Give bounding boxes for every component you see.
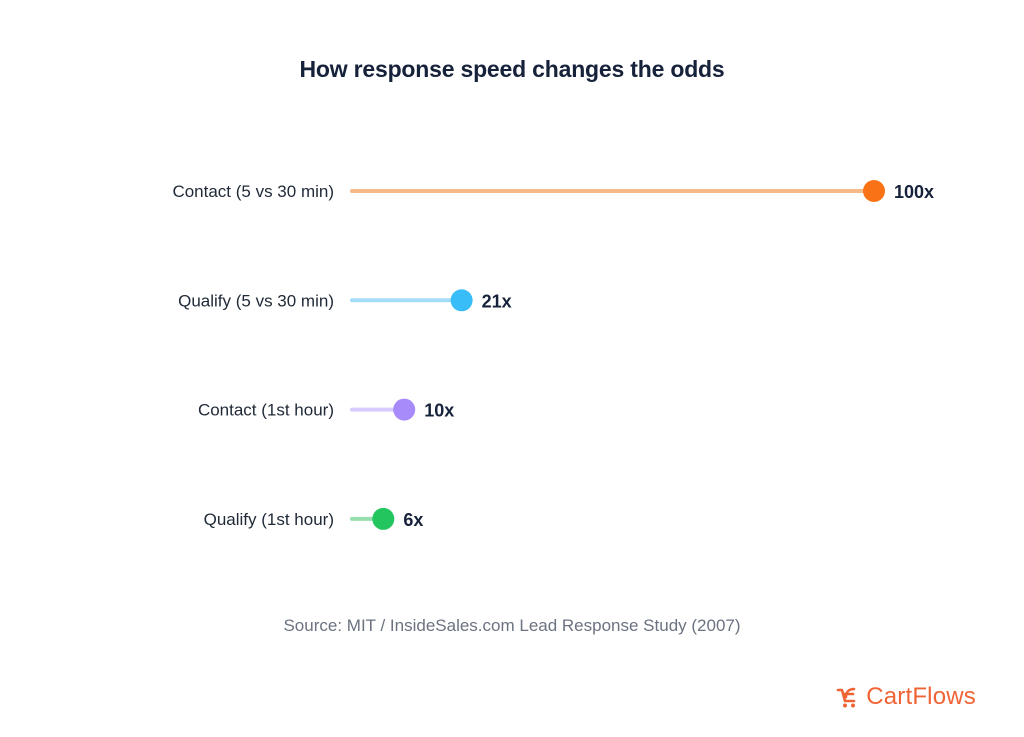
value-label: 100x (894, 182, 934, 202)
chart-title: How response speed changes the odds (299, 56, 725, 82)
lollipop-dot (372, 507, 395, 530)
value-label: 6x (403, 510, 423, 530)
lollipop-dot (863, 180, 885, 202)
value-label: 10x (424, 401, 454, 421)
source-note: Source: MIT / InsideSales.com Lead Respo… (283, 616, 741, 635)
category-label: Qualify (1st hour) (204, 510, 334, 529)
lollipop-dot (450, 289, 473, 312)
category-label: Contact (1st hour) (198, 401, 334, 420)
cartflows-logo-icon (836, 687, 856, 708)
category-label: Contact (5 vs 30 min) (172, 182, 334, 201)
category-label: Qualify (5 vs 30 min) (178, 291, 334, 310)
value-label: 21x (482, 291, 512, 311)
lollipop-dot (393, 398, 416, 421)
brand-logo: CartFlows (834, 683, 976, 711)
brand-name: CartFlows (866, 683, 976, 710)
